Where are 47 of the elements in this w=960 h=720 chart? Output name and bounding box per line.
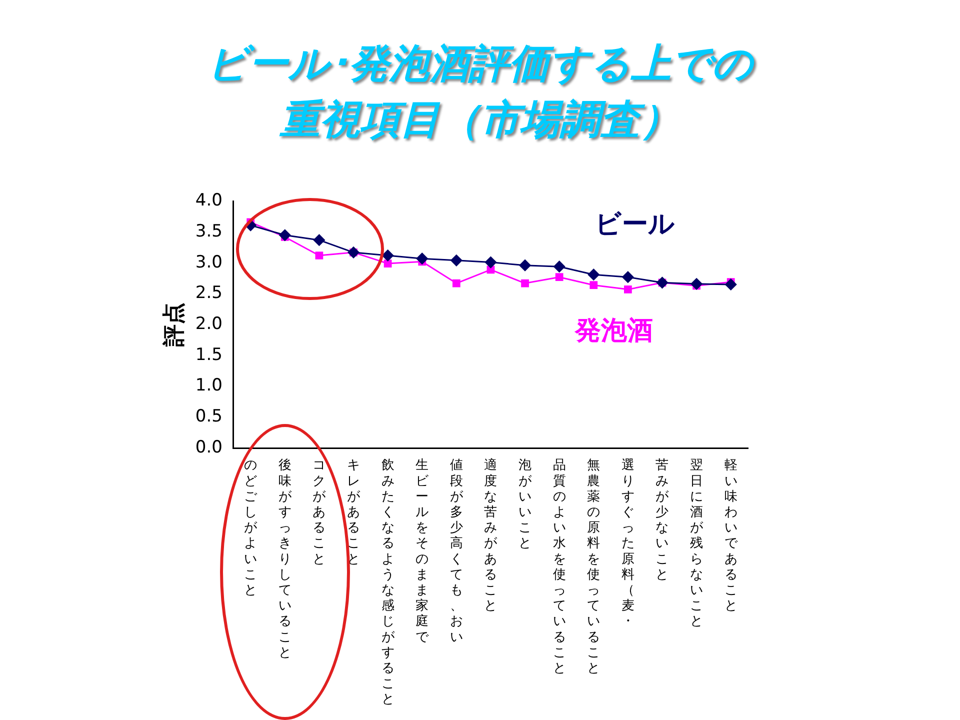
category-label: 軽い味わいであること — [724, 458, 738, 614]
category-label: 翌日に酒が残らないこと — [690, 458, 704, 630]
category-label: 無農薬の原料を使っていること — [587, 458, 600, 676]
y-tick-label: 2.0 — [195, 314, 222, 334]
point — [521, 279, 529, 288]
point — [313, 234, 325, 246]
point — [519, 260, 531, 272]
category-label: 後味がすっきりしていること — [278, 458, 292, 660]
series-label: 発泡酒 — [574, 316, 654, 346]
point — [452, 279, 460, 288]
point — [450, 254, 462, 266]
x-tick-label: 苦みが少ないこと — [656, 458, 670, 582]
y-tick-label: 1.5 — [195, 344, 222, 365]
point — [725, 278, 737, 290]
category-label: 値段が多少高くても、おい — [450, 458, 463, 645]
y-axis-title: 評点 — [162, 302, 187, 348]
category-label: 選りすぐった原料（麦・ — [621, 458, 634, 630]
point — [690, 278, 702, 290]
point — [382, 250, 394, 262]
point — [384, 260, 392, 268]
point — [588, 268, 600, 280]
category-label: 生ビールをそのまま家庭で — [416, 458, 429, 645]
category-label: 飲みたくなるような感じがすること — [381, 458, 394, 708]
point — [484, 256, 496, 268]
category-label: 品質のよい水を使っていること — [552, 458, 566, 676]
y-tick-label: 0.5 — [195, 406, 222, 427]
chart-title: ビール･発泡酒評価する上での重視項目（市場調査） — [206, 40, 756, 145]
x-tick-label: 泡がいいこと — [518, 458, 533, 552]
point — [315, 252, 324, 260]
y-tick-label: 4.0 — [195, 190, 222, 211]
category-label: のどごしがよいこと — [244, 458, 258, 598]
y-tick-label: 2.5 — [195, 283, 222, 304]
y-tick-label: 3.5 — [195, 221, 222, 242]
y-tick-label: 0.0 — [195, 437, 222, 458]
point — [554, 260, 566, 272]
point — [622, 271, 634, 283]
point — [555, 273, 564, 282]
y-tick-label: 1.0 — [195, 376, 222, 396]
point — [416, 252, 428, 264]
point — [590, 281, 598, 290]
x-tick-label: キレがあること — [347, 458, 361, 567]
category-label: 適度な苦みがあること — [484, 458, 498, 614]
y-tick-label: 3.0 — [195, 252, 222, 272]
series-label: ビール — [594, 210, 675, 240]
point — [624, 286, 632, 294]
x-tick-label: コクがあること — [312, 458, 327, 567]
point — [279, 229, 291, 241]
